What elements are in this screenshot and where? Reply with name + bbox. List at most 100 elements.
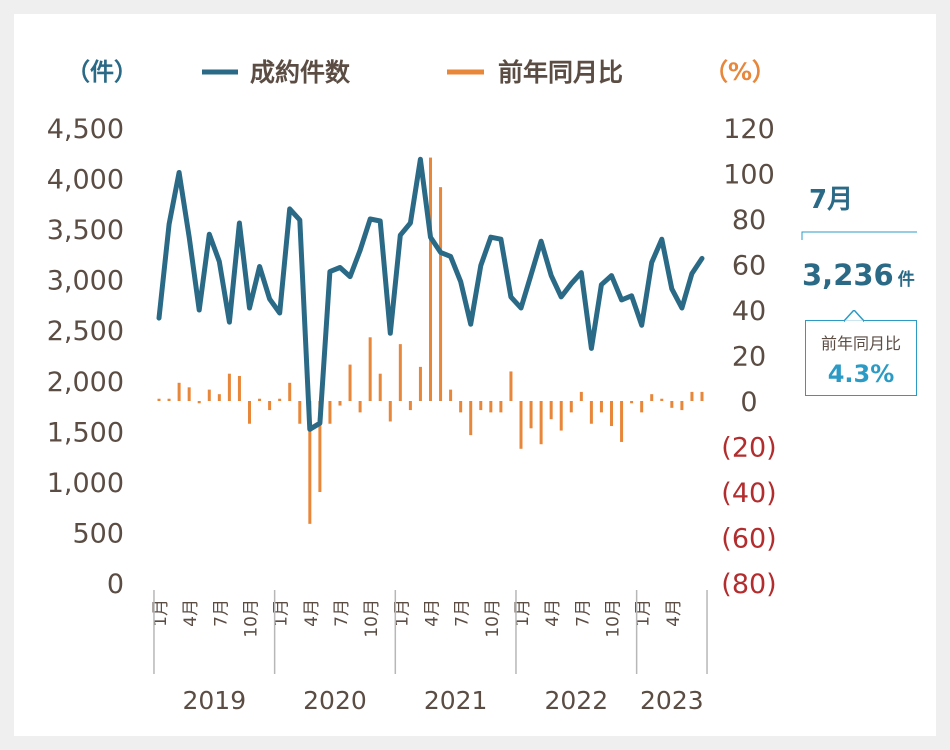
yoy-bar <box>318 401 322 492</box>
x-tick-label: 10月 <box>242 599 262 638</box>
callout-pointer <box>844 310 864 322</box>
yoy-bar <box>328 401 332 424</box>
yoy-bar <box>650 394 654 401</box>
x-tick-label: 1月 <box>634 599 654 627</box>
yoy-bar <box>700 391 704 401</box>
year-label: 2019 <box>182 686 246 715</box>
yoy-bar <box>167 398 171 401</box>
yoy-bar <box>680 401 684 411</box>
left-tick-label: 500 <box>72 518 124 549</box>
x-tick-label: 1月 <box>513 599 533 627</box>
year-label: 2023 <box>640 686 704 715</box>
callout-bracket <box>801 231 917 240</box>
left-axis-unit: （件） <box>66 58 138 86</box>
x-tick-label: 4月 <box>543 599 563 627</box>
yoy-bar <box>459 401 463 413</box>
yoy-bar <box>197 401 201 404</box>
yoy-bar <box>439 187 443 401</box>
yoy-bar <box>449 389 453 401</box>
yoy-bar <box>660 398 664 401</box>
year-label: 2022 <box>544 686 608 715</box>
right-tick-label: 80 <box>732 205 766 236</box>
x-tick-label: 7月 <box>332 599 352 627</box>
combo-chart: （件） 成約件数 前年同月比 （%） 0 500 1,000 1,500 2,000 2,… <box>47 58 917 715</box>
right-tick-label: 120 <box>723 114 775 145</box>
yoy-bar <box>640 401 644 413</box>
yoy-bar <box>177 382 181 401</box>
yoy-bar <box>429 157 432 401</box>
left-tick-label: 1,000 <box>47 468 124 499</box>
yoy-bar <box>630 401 634 404</box>
yoy-bar <box>368 337 372 401</box>
left-tick-label: 4,500 <box>47 114 124 145</box>
yoy-bar <box>418 366 422 401</box>
yoy-bar <box>268 401 272 411</box>
yoy-bar <box>489 401 493 413</box>
x-tick-label: 10月 <box>362 599 382 638</box>
yoy-bar <box>308 401 312 524</box>
yoy-bar <box>469 401 473 436</box>
callout-value: 3,236 件 <box>802 258 915 292</box>
yoy-bar <box>539 401 543 445</box>
callout-yoy-box: 前年同月比 4.3% <box>805 320 917 396</box>
x-tick-label: 4月 <box>181 599 201 627</box>
x-tick-label: 1月 <box>272 599 292 627</box>
right-tick-label: (40) <box>721 478 776 509</box>
yoy-bar <box>479 401 483 411</box>
year-label: 2021 <box>424 686 488 715</box>
right-tick-label: 20 <box>732 342 766 373</box>
yoy-bar <box>620 401 624 442</box>
x-tick-label: 4月 <box>302 599 322 627</box>
callout-month: 7月 <box>809 185 853 215</box>
yoy-bar <box>610 401 613 427</box>
yoy-bar <box>298 401 302 424</box>
right-tick-label: (60) <box>721 524 776 555</box>
yoy-bar <box>509 371 513 401</box>
yoy-bar <box>157 398 161 401</box>
x-tick-label: 7月 <box>211 599 231 627</box>
right-tick-label: 0 <box>740 387 757 418</box>
right-tick-label: (20) <box>721 433 776 464</box>
legend-label-yoy: 前年同月比 <box>498 58 623 87</box>
left-tick-label: 3,500 <box>47 215 124 246</box>
callout-yoy-value: 4.3% <box>827 360 895 388</box>
yoy-bar <box>559 401 563 431</box>
yoy-bar <box>288 382 292 401</box>
x-tick-label: 10月 <box>604 599 624 638</box>
left-tick-label: 2,000 <box>47 367 124 398</box>
left-tick-label: 1,500 <box>47 417 124 448</box>
legend-label-count: 成約件数 <box>250 58 351 87</box>
yoy-bar <box>519 401 523 449</box>
yoy-bar <box>549 401 553 420</box>
callout-yoy-label: 前年同月比 <box>820 334 901 353</box>
yoy-bar <box>670 401 674 408</box>
x-tick-label: 4月 <box>423 599 443 627</box>
right-tick-label: 60 <box>732 251 766 282</box>
yoy-bar <box>348 364 352 401</box>
yoy-bar <box>529 401 533 429</box>
count-line <box>156 156 705 432</box>
yoy-bar <box>499 401 503 413</box>
yoy-bar <box>248 401 251 424</box>
yoy-bar <box>358 401 362 413</box>
year-label: 2020 <box>303 686 367 715</box>
left-axis: 0 500 1,000 1,500 2,000 2,500 3,000 3,500 4,000 4… <box>47 114 124 600</box>
right-tick-label: 40 <box>732 296 766 327</box>
x-tick-label: 7月 <box>453 599 473 627</box>
yoy-bar <box>227 373 231 401</box>
right-axis: (80) (60) (40) (20) 0 20 40 60 80 100 120 <box>721 114 776 600</box>
count-series-line <box>156 156 705 432</box>
yoy-bar <box>388 401 392 422</box>
x-axis: 1月 4月 7月 10月 1月 4月 7月 10月 1月 4月 7月 10月 1月 4月 7月 10月 1月 4月… <box>151 590 708 715</box>
x-tick-label: 4月 <box>664 599 684 627</box>
yoy-bar <box>187 387 191 401</box>
left-tick-label: 4,000 <box>47 165 124 196</box>
yoy-bar <box>569 401 573 413</box>
yoy-bar <box>207 389 211 401</box>
yoy-bar <box>589 401 593 424</box>
yoy-bar <box>408 401 412 411</box>
left-tick-label: 0 <box>107 569 124 600</box>
right-tick-label: 100 <box>723 160 775 191</box>
yoy-bar <box>690 391 694 401</box>
yoy-bar <box>599 401 603 413</box>
